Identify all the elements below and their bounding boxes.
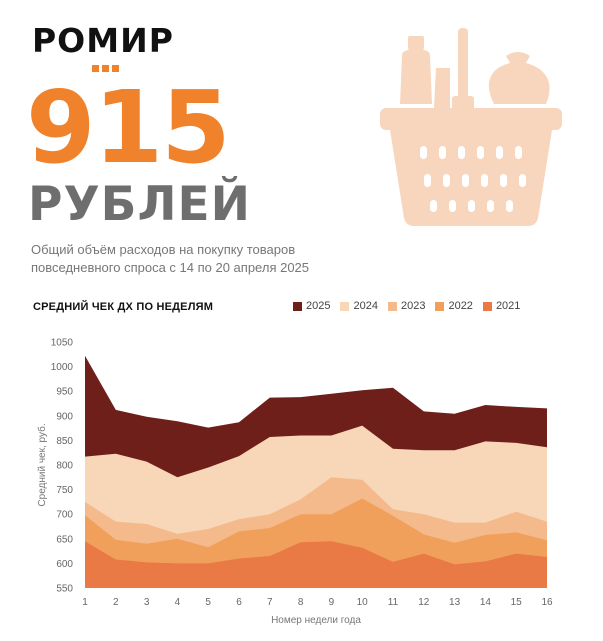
- subtitle-line: Общий объём расходов на покупку товаров: [31, 242, 296, 257]
- y-tick-label: 650: [56, 534, 73, 545]
- x-tick-label: 9: [329, 597, 335, 608]
- x-tick-label: 7: [267, 597, 273, 608]
- brand-logo: РОМИР: [32, 21, 174, 60]
- chart-areas: [85, 355, 547, 588]
- y-axis-ticks: 550 600 650 700 750 800 850 900 950 1000 1050: [51, 338, 74, 595]
- legend-item-2024: 2024: [340, 300, 378, 312]
- legend-item-2022: 2022: [435, 300, 473, 312]
- legend-label: 2024: [353, 300, 378, 312]
- logo-dot: [112, 65, 119, 72]
- x-axis-label: Номер недели года: [271, 615, 361, 626]
- legend-label: 2021: [495, 300, 521, 312]
- y-tick-label: 1000: [51, 362, 74, 373]
- legend-swatch: [482, 301, 492, 311]
- x-tick-label: 13: [449, 597, 461, 608]
- subtitle-line: повседневного спроса с 14 по 20 апреля 2…: [31, 260, 310, 275]
- x-tick-label: 15: [511, 597, 523, 608]
- y-tick-label: 700: [56, 510, 73, 521]
- x-tick-label: 16: [541, 597, 553, 608]
- headline-value: 915: [26, 69, 231, 186]
- legend-item-2025: 2025: [293, 300, 330, 312]
- legend-item-2023: 2023: [387, 300, 426, 312]
- headline-subtitle: Общий объём расходов на покупку товаров …: [31, 241, 361, 277]
- legend-swatch: [340, 301, 350, 311]
- x-tick-label: 11: [388, 597, 399, 608]
- logo-dot: [92, 65, 99, 72]
- legend-item-2021: 2021: [482, 300, 521, 312]
- logo-dot: [102, 65, 109, 72]
- chart-legend: 2025 2024 2023 2022 2021: [293, 300, 520, 312]
- legend-label: 2025: [306, 300, 331, 312]
- x-axis-ticks: 1 2 3 4 5 6 7 8 9 10 11 12 13 14 15 16: [82, 597, 553, 608]
- x-tick-label: 1: [82, 597, 88, 608]
- y-tick-label: 550: [56, 584, 73, 595]
- x-tick-label: 10: [357, 597, 369, 608]
- x-tick-label: 4: [175, 597, 181, 608]
- x-tick-label: 14: [480, 597, 492, 608]
- legend-swatch: [387, 301, 397, 311]
- x-tick-label: 5: [205, 597, 211, 608]
- y-tick-label: 900: [56, 411, 73, 422]
- legend-swatch: [435, 301, 445, 311]
- y-axis-label: Средний чек, руб.: [36, 423, 48, 506]
- y-tick-label: 800: [56, 461, 73, 472]
- area-series-2021: [85, 541, 547, 588]
- headline-unit: РУБЛЕЙ: [28, 177, 251, 232]
- y-tick-label: 600: [56, 559, 73, 570]
- legend-label: 2022: [448, 300, 473, 312]
- chart-title: СРЕДНИЙ ЧЕК ДХ ПО НЕДЕЛЯМ: [33, 301, 214, 313]
- y-tick-label: 950: [56, 387, 73, 398]
- y-tick-label: 750: [56, 485, 73, 496]
- legend-label: 2023: [400, 300, 426, 312]
- x-tick-label: 2: [113, 597, 119, 608]
- grocery-basket-icon: [380, 28, 562, 226]
- y-tick-label: 850: [56, 436, 73, 447]
- x-tick-label: 3: [144, 597, 150, 608]
- x-tick-label: 6: [236, 597, 242, 608]
- x-tick-label: 12: [418, 597, 430, 608]
- y-tick-label: 1050: [51, 338, 74, 349]
- brand-logo-dots: [92, 65, 119, 72]
- x-tick-label: 8: [298, 597, 304, 608]
- legend-swatch: [293, 301, 302, 311]
